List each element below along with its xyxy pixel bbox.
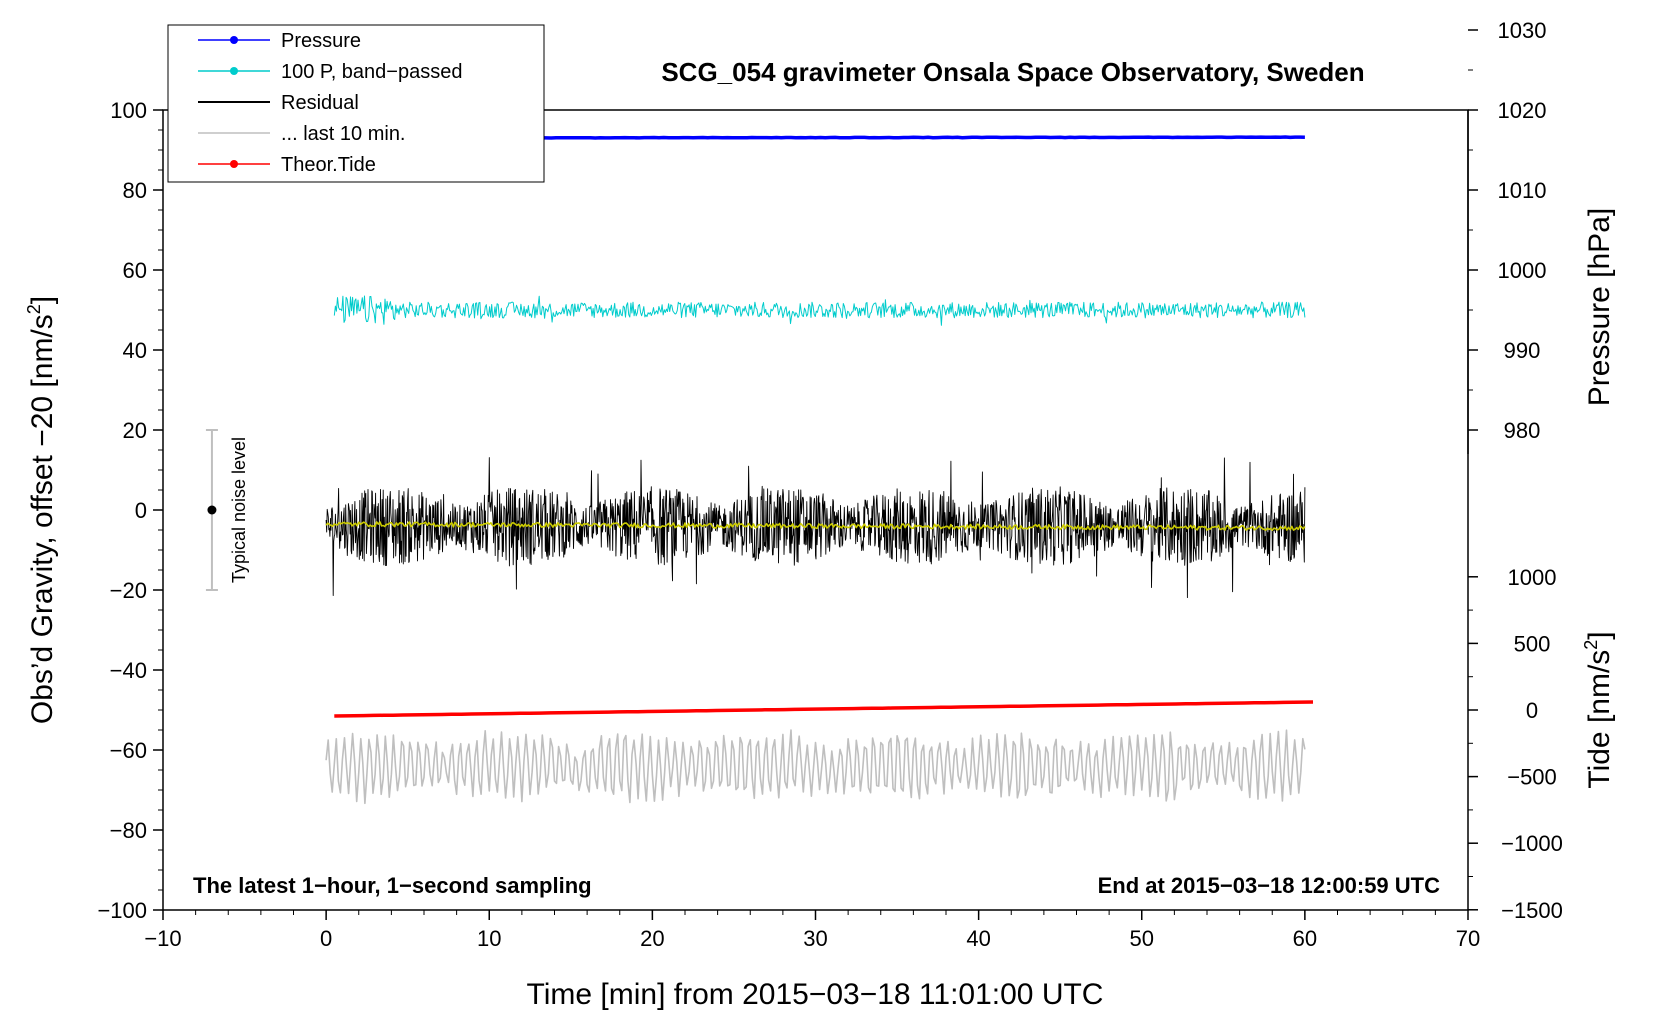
y-tick-label: 0 — [135, 498, 147, 523]
y-axis-title-main: Obs’d Gravity, offset −20 [nm/s — [26, 314, 59, 724]
x-axis-title: Time [min] from 2015−03−18 11:01:00 UTC — [527, 978, 1104, 1011]
y-tick-label: 20 — [123, 418, 147, 443]
x-tick-label: 0 — [320, 926, 332, 951]
tide-axis-title-main: Tide [nm/s — [1583, 650, 1616, 789]
x-axis-ticks: −10 0 10 20 30 40 50 60 70 — [144, 910, 1480, 951]
residual-line — [325, 457, 1306, 599]
x-tick-label: 40 — [966, 926, 990, 951]
x-tick-label: 70 — [1456, 926, 1480, 951]
y-tick-label: −80 — [110, 818, 147, 843]
x-tick-label: 50 — [1130, 926, 1154, 951]
y-tick-label: 40 — [123, 338, 147, 363]
theoretical-tide-line — [334, 700, 1314, 718]
pressure-tick-label: 1000 — [1498, 258, 1547, 283]
y-axis-title-end: ] — [26, 296, 59, 304]
chart-title: SCG_054 gravimeter Onsala Space Observat… — [661, 57, 1364, 87]
x-tick-label: 20 — [640, 926, 664, 951]
pressure-axis-ticks: 980 990 1000 1010 1020 1030 — [1467, 18, 1547, 454]
tide-axis-title-sup: 2 — [1581, 640, 1601, 650]
tide-tick-label: 500 — [1514, 631, 1551, 656]
pressure-tick-label: 1020 — [1498, 98, 1547, 123]
noise-bar-center-dot — [207, 505, 217, 515]
y-tick-label: −40 — [110, 658, 147, 683]
y-tick-label: −20 — [110, 578, 147, 603]
legend-label: Theor.Tide — [281, 154, 376, 176]
tide-tick-label: −500 — [1507, 765, 1557, 790]
residual-smoothed-line — [325, 521, 1306, 531]
legend: Pressure 100 P, band−passed Residual ... la… — [167, 24, 545, 183]
y-axis-title: Obs’d Gravity, offset −20 [nm/s2] — [24, 296, 59, 724]
y-tick-label: 80 — [123, 178, 147, 203]
x-tick-label: −10 — [144, 926, 181, 951]
legend-box — [167, 24, 545, 183]
tide-axis-title-end: ] — [1583, 631, 1616, 639]
tide-axis-ticks: −1500 −1000 −500 0 500 1000 — [1468, 565, 1563, 923]
legend-label: ... last 10 min. — [281, 123, 406, 145]
bandpass-line — [333, 295, 1306, 326]
pressure-tick-label: 1010 — [1498, 178, 1547, 203]
legend-marker — [230, 67, 238, 75]
legend-label: 100 P, band−passed — [281, 61, 462, 83]
noise-level-label: Typical noise level — [229, 437, 249, 583]
series-layer — [325, 135, 1314, 805]
last-10-min-line — [325, 729, 1306, 805]
tide-axis-title: Tide [nm/s2] — [1581, 631, 1616, 788]
legend-label: Residual — [281, 92, 359, 114]
y-tick-label: 60 — [123, 258, 147, 283]
pressure-tick-label: 990 — [1504, 338, 1541, 363]
y-tick-label: −100 — [97, 898, 147, 923]
y-tick-label: 100 — [110, 98, 147, 123]
y-tick-label: −60 — [110, 738, 147, 763]
x-tick-label: 10 — [477, 926, 501, 951]
tide-tick-label: −1500 — [1501, 898, 1563, 923]
sampling-annotation: The latest 1−hour, 1−second sampling — [193, 873, 592, 898]
legend-marker — [230, 160, 238, 168]
pressure-axis-title: Pressure [hPa] — [1583, 208, 1616, 406]
x-tick-label: 60 — [1293, 926, 1317, 951]
pressure-tick-label: 1030 — [1498, 18, 1547, 43]
noise-bar — [205, 429, 218, 591]
y-axis-title-sup: 2 — [24, 304, 44, 314]
pressure-tick-label: 980 — [1504, 418, 1541, 443]
legend-marker — [230, 36, 238, 44]
y-axis-ticks: −100 −80 −60 −40 −20 0 20 40 60 80 100 — [97, 98, 163, 923]
legend-label: Pressure — [281, 30, 361, 52]
tide-tick-label: 1000 — [1508, 565, 1557, 590]
end-time-annotation: End at 2015−03−18 12:00:59 UTC — [1098, 873, 1441, 898]
x-tick-label: 30 — [803, 926, 827, 951]
tide-tick-label: −1000 — [1501, 831, 1563, 856]
tide-tick-label: 0 — [1526, 698, 1538, 723]
